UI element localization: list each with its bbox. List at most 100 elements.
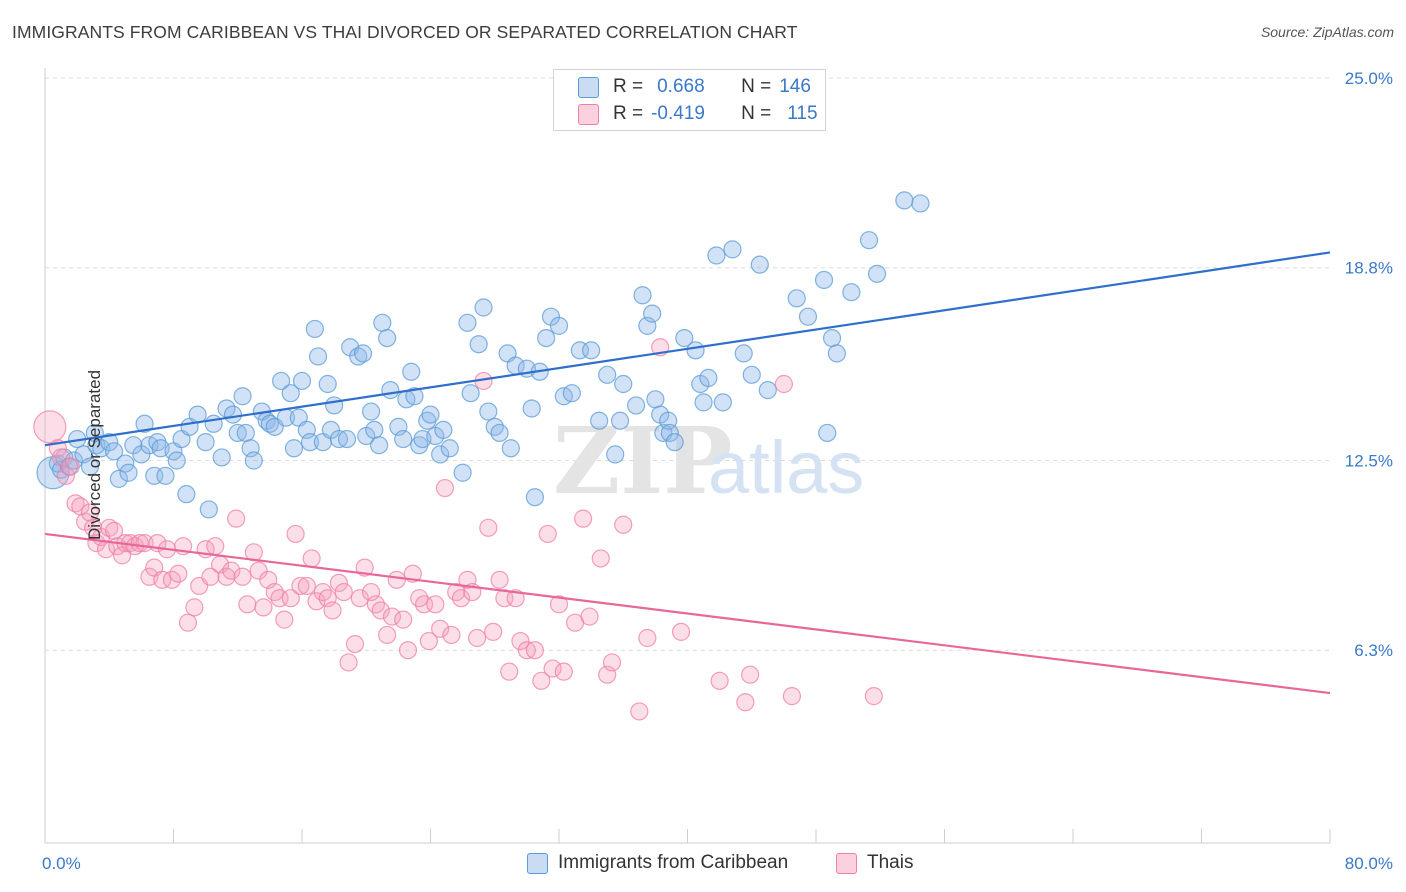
caribbean-point <box>349 347 368 366</box>
caribbean-point <box>646 390 665 409</box>
thai-point <box>350 589 369 608</box>
thai-point <box>431 619 450 638</box>
caribbean-point <box>895 191 914 210</box>
legend-swatch-caribbean <box>578 76 599 98</box>
caribbean-point <box>859 231 879 250</box>
caribbean-point <box>643 304 662 323</box>
thai-point <box>549 595 569 614</box>
caribbean-point <box>434 420 453 439</box>
caribbean-point <box>233 387 252 406</box>
legend-n-label: N = <box>741 103 772 124</box>
caribbean-point <box>260 414 279 433</box>
caribbean-point <box>325 396 344 415</box>
caribbean-point <box>814 270 834 290</box>
thai-point <box>419 631 438 651</box>
thai-point <box>281 589 300 608</box>
legend-row-caribbean: R = 0.668 N = 146 <box>578 75 811 99</box>
caribbean-point <box>686 341 705 360</box>
caribbean-point <box>479 402 498 421</box>
thai-point <box>302 549 321 568</box>
thai-point <box>378 625 397 645</box>
thai-point <box>33 410 67 444</box>
thai-point <box>153 570 172 589</box>
caribbean-point <box>485 417 504 436</box>
caribbean-point <box>431 445 450 464</box>
caribbean-point <box>549 316 569 335</box>
thai-point <box>451 589 471 608</box>
thai-point <box>323 601 342 620</box>
caribbean-point <box>305 319 324 339</box>
caribbean-point <box>660 423 679 443</box>
thai-point <box>864 687 883 706</box>
caribbean-point <box>633 286 652 305</box>
caribbean-point <box>167 451 186 470</box>
thai-point <box>442 625 461 645</box>
series-legend: Immigrants from Caribbean Thais <box>0 852 1406 878</box>
caribbean-point <box>337 429 357 449</box>
thai-point <box>710 671 729 690</box>
correlation-legend: R = 0.668 N = 146 R = -0.419 N = 115 <box>553 69 826 131</box>
caribbean-point <box>750 255 769 274</box>
caribbean-point <box>104 442 124 461</box>
thai-point <box>602 653 622 672</box>
caribbean-point <box>614 374 633 394</box>
thai-point <box>638 628 657 648</box>
caribbean-point <box>798 307 818 326</box>
thai-point <box>275 610 294 629</box>
caribbean-point <box>394 429 413 449</box>
thai-point <box>573 509 593 528</box>
legend-r-label: R = <box>613 76 644 97</box>
caribbean-point <box>665 433 684 452</box>
thai-point <box>782 687 802 706</box>
legend-swatch-thais <box>578 103 599 125</box>
series-swatch-caribbean <box>527 852 548 874</box>
thai-point <box>307 592 326 611</box>
caribbean-point <box>308 347 328 366</box>
caribbean-point <box>405 387 424 406</box>
x-tick-label: 0.0% <box>42 854 81 873</box>
thai-point <box>394 610 413 629</box>
caribbean-point <box>402 362 421 381</box>
caribbean-point <box>156 466 175 485</box>
thai-point <box>66 494 85 513</box>
caribbean-point <box>365 420 384 439</box>
thai-point <box>591 549 610 568</box>
caribbean-point <box>501 439 520 458</box>
thai-point <box>56 466 75 485</box>
caribbean-point <box>300 433 320 452</box>
thai-point <box>543 659 562 678</box>
thai-point <box>410 589 429 608</box>
thai-point <box>100 518 119 537</box>
caribbean-point <box>822 329 842 348</box>
thai-point <box>291 576 310 596</box>
thai-point <box>238 595 257 614</box>
caribbean-point <box>318 374 337 394</box>
thai-point <box>741 665 760 684</box>
caribbean-point <box>713 393 732 412</box>
caribbean-point <box>135 414 154 433</box>
thai-point <box>506 589 525 608</box>
thai-point <box>104 521 124 540</box>
caribbean-point <box>842 283 861 302</box>
watermark-zip: ZIP <box>553 407 732 515</box>
caribbean-point <box>458 313 477 332</box>
caribbean-point <box>469 335 488 354</box>
thai-point <box>254 598 273 617</box>
source-note: Source: ZipAtlas.com <box>1260 24 1394 40</box>
caribbean-point <box>109 469 128 488</box>
thai-point <box>61 457 80 476</box>
caribbean-point <box>723 240 742 259</box>
thai-point <box>435 478 455 498</box>
caribbean-point <box>100 433 119 452</box>
caribbean-point <box>490 423 509 443</box>
caribbean-point <box>626 396 646 415</box>
caribbean-point <box>675 329 694 348</box>
caribbean-point <box>474 298 493 317</box>
caribbean-point <box>827 344 846 363</box>
caribbean-point <box>373 313 392 332</box>
caribbean-point <box>177 485 196 504</box>
thai-point <box>313 582 332 602</box>
thai-point <box>426 595 445 614</box>
series-legend-thais: Thais <box>836 852 913 874</box>
caribbean-point <box>244 451 263 470</box>
